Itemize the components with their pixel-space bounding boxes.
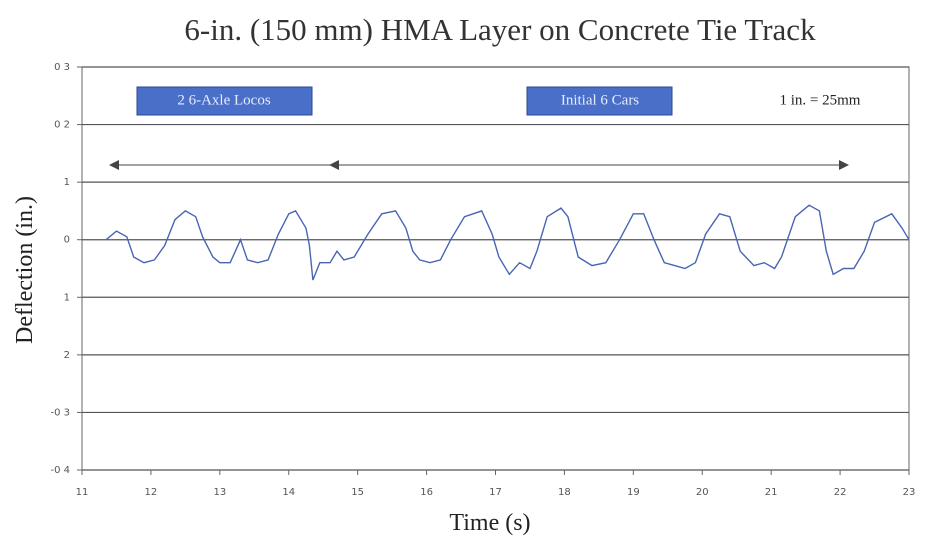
x-tick-label: 17 [489,487,502,498]
y-tick-label: -0 3 [50,407,70,418]
annotation-box [526,86,673,116]
x-tick-label: 22 [834,487,847,498]
y-tick-label: 0 2 [54,120,70,131]
x-axis-label: Time (s) [449,510,530,536]
x-tick-label: 13 [213,487,226,498]
annotation: 2 6-Axle Locos [177,92,270,108]
plot-frame [81,66,910,471]
y-axis-label: Deflection (in.) [12,196,38,344]
x-tick-label: 21 [765,487,778,498]
x-tick-label: 18 [558,487,571,498]
annotation: Initial 6 Cars [561,92,639,108]
data-line [105,204,910,281]
y-tick-label: 1 [64,292,70,303]
annotation-box [136,86,313,116]
x-tick-label: 16 [420,487,433,498]
x-tick-label: 11 [76,487,89,498]
y-tick-label: 0 [64,235,70,246]
x-tick-label: 20 [696,487,709,498]
x-tick-label: 12 [145,487,158,498]
y-tick-label: 1 [64,177,70,188]
x-tick-label: 14 [282,487,295,498]
x-tick-label: 23 [903,487,916,498]
annotation: 1 in. = 25mm [780,92,861,108]
x-tick-label: 15 [351,487,364,498]
y-tick-label: 2 [64,350,70,361]
x-tick-label: 19 [627,487,640,498]
y-tick-label: 0 3 [54,62,70,73]
chart-title: 6-in. (150 mm) HMA Layer on Concrete Tie… [184,12,816,47]
y-tick-label: -0 4 [50,465,70,476]
